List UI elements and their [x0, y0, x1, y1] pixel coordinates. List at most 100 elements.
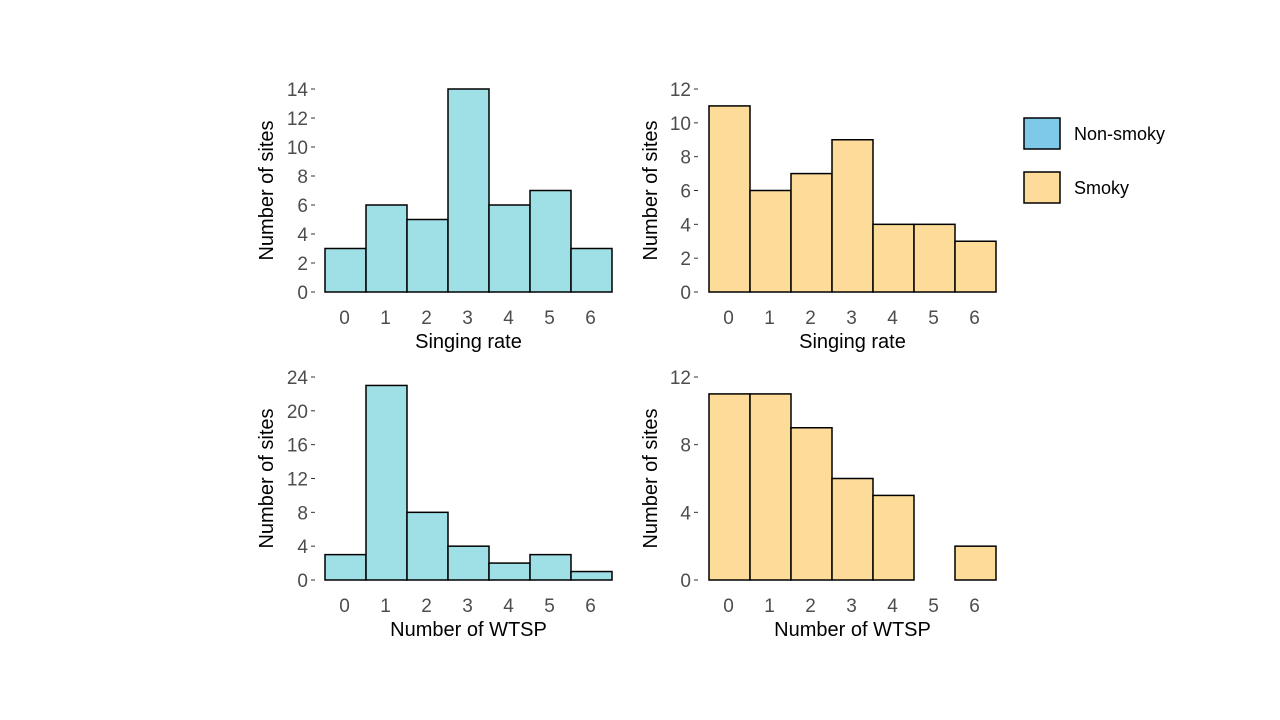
y-tick-label: 8 — [680, 148, 691, 169]
bar — [872, 494, 915, 581]
bar — [488, 562, 531, 581]
x-tick-label: 1 — [380, 308, 391, 329]
x-tick-label: 3 — [846, 308, 857, 329]
y-tick-label: 12 — [287, 470, 308, 491]
y-tick-label: 2 — [297, 254, 308, 275]
y-tick-label: 14 — [287, 80, 309, 101]
y-tick-label: 2 — [680, 249, 691, 270]
bar — [831, 139, 874, 293]
x-tick-label: 0 — [339, 596, 350, 617]
x-tick-label: 5 — [544, 308, 555, 329]
x-tick-label: 0 — [339, 308, 350, 329]
y-tick-label: 6 — [680, 182, 691, 203]
y-tick-label: 24 — [287, 368, 309, 389]
bar — [570, 247, 613, 293]
x-tick-label: 4 — [887, 596, 898, 617]
legend-label: Smoky — [1074, 178, 1129, 198]
y-tick-label: 0 — [297, 283, 308, 304]
x-axis-title: Number of WTSP — [390, 619, 547, 641]
bar — [708, 393, 751, 581]
legend-swatch — [1023, 117, 1061, 150]
x-tick-label: 3 — [462, 308, 473, 329]
y-tick-label: 8 — [297, 167, 308, 188]
bar — [406, 511, 449, 581]
y-axis-title: Number of sites — [256, 408, 278, 548]
x-tick-label: 3 — [462, 596, 473, 617]
bar — [570, 570, 613, 581]
x-tick-label: 1 — [764, 596, 775, 617]
legend-label: Non-smoky — [1074, 124, 1165, 144]
bar — [749, 393, 792, 581]
bar — [749, 189, 792, 293]
bar — [954, 240, 997, 293]
x-axis-title: Singing rate — [415, 331, 522, 353]
y-axis-title: Number of sites — [640, 120, 662, 260]
bar — [447, 545, 490, 581]
x-axis-title: Number of WTSP — [774, 619, 931, 641]
x-tick-label: 2 — [421, 596, 432, 617]
bar — [324, 247, 367, 293]
x-tick-label: 6 — [969, 596, 980, 617]
x-tick-label: 6 — [585, 308, 596, 329]
bar — [790, 172, 833, 293]
bar — [529, 189, 572, 293]
legend-item: Smoky — [1023, 171, 1129, 204]
y-tick-label: 12 — [670, 368, 691, 389]
y-tick-label: 20 — [287, 402, 308, 423]
y-tick-label: 10 — [287, 138, 308, 159]
x-tick-label: 0 — [723, 596, 734, 617]
bar — [954, 545, 997, 581]
bar — [406, 218, 449, 293]
bar — [488, 204, 531, 293]
bar — [831, 477, 874, 581]
x-tick-label: 4 — [503, 596, 514, 617]
bar — [324, 553, 367, 581]
x-tick-label: 4 — [503, 308, 514, 329]
bar — [529, 553, 572, 581]
y-tick-label: 4 — [680, 215, 691, 236]
x-tick-label: 0 — [723, 308, 734, 329]
x-tick-label: 1 — [764, 308, 775, 329]
y-tick-label: 0 — [680, 283, 691, 304]
bar — [872, 223, 915, 293]
bar — [447, 88, 490, 293]
x-axis-title: Singing rate — [799, 331, 906, 353]
legend-swatch — [1023, 171, 1061, 204]
y-tick-label: 12 — [287, 109, 308, 130]
y-tick-label: 0 — [680, 571, 691, 592]
x-tick-label: 6 — [585, 596, 596, 617]
y-tick-label: 8 — [680, 436, 691, 457]
legend-item: Non-smoky — [1023, 117, 1165, 150]
x-tick-label: 6 — [969, 308, 980, 329]
y-tick-label: 10 — [670, 114, 691, 135]
legend: Non-smoky Smoky — [1023, 117, 1165, 204]
x-tick-label: 1 — [380, 596, 391, 617]
bar — [365, 204, 408, 293]
x-tick-label: 5 — [928, 308, 939, 329]
y-tick-label: 4 — [297, 537, 308, 558]
x-tick-label: 2 — [805, 596, 816, 617]
y-tick-label: 4 — [680, 503, 691, 524]
y-tick-label: 8 — [297, 503, 308, 524]
bar — [708, 105, 751, 293]
y-tick-label: 4 — [297, 225, 308, 246]
y-axis-title: Number of sites — [256, 120, 278, 260]
x-tick-label: 2 — [421, 308, 432, 329]
bar — [790, 427, 833, 581]
y-tick-label: 12 — [670, 80, 691, 101]
x-tick-label: 4 — [887, 308, 898, 329]
x-tick-label: 2 — [805, 308, 816, 329]
y-tick-label: 16 — [287, 436, 308, 457]
x-tick-label: 5 — [544, 596, 555, 617]
x-tick-label: 5 — [928, 596, 939, 617]
bar — [913, 223, 956, 293]
y-axis-title: Number of sites — [640, 408, 662, 548]
y-tick-label: 6 — [297, 196, 308, 217]
bar — [365, 384, 408, 581]
